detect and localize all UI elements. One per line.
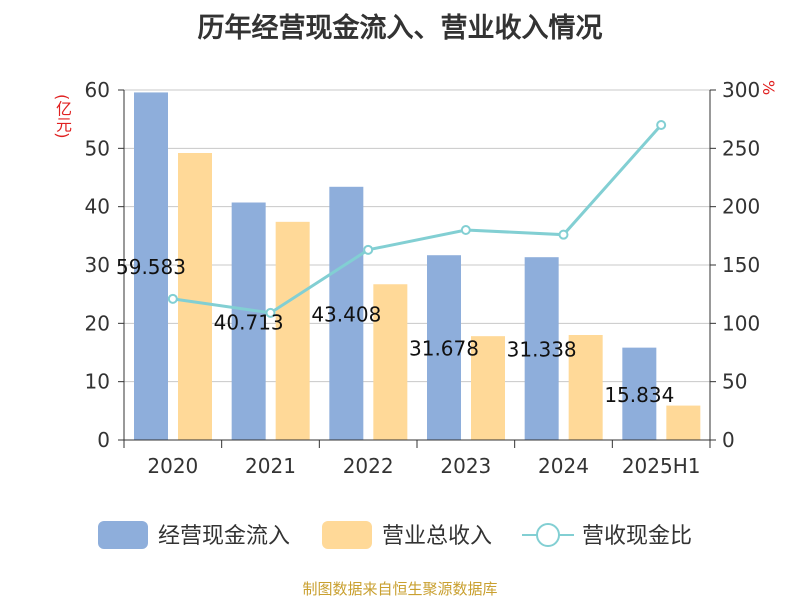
bar-cash-inflow xyxy=(427,255,461,440)
x-tick-label: 2020 xyxy=(147,454,198,478)
left-tick-label: 50 xyxy=(85,136,110,160)
left-tick-label: 20 xyxy=(85,311,110,335)
bar-cash-inflow xyxy=(622,347,657,440)
bar-revenue xyxy=(178,153,212,440)
bar-revenue xyxy=(275,221,310,440)
right-tick-label: 0 xyxy=(722,428,735,452)
legend-swatch xyxy=(98,521,148,549)
x-tick-label: 2025H1 xyxy=(622,454,701,478)
data-label: 40.713 xyxy=(214,310,284,334)
ratio-line xyxy=(167,120,667,318)
bars xyxy=(134,92,701,441)
legend-label: 营业总收入 xyxy=(382,524,492,549)
axes: 0 10 20 30 40 50 60 0 50 100 150 200 250 300 2020 2021 2… xyxy=(85,78,761,478)
data-label: 43.408 xyxy=(311,302,381,326)
legend-marker xyxy=(536,523,560,547)
right-tick-label: 50 xyxy=(722,370,747,394)
bar-cash-inflow xyxy=(231,202,266,440)
legend: 经营现金流入 营业总收入 营收现金比 xyxy=(98,521,692,549)
bar-revenue xyxy=(471,336,505,440)
data-label: 31.338 xyxy=(507,338,577,362)
ratio-point xyxy=(558,229,569,240)
ratio-point xyxy=(656,120,667,130)
data-labels: 59.583 40.713 43.408 31.678 31.338 15.834 xyxy=(116,255,674,407)
left-tick-label: 40 xyxy=(85,195,110,219)
ratio-point xyxy=(460,225,471,235)
x-tick-label: 2022 xyxy=(343,454,394,478)
right-tick-label: 150 xyxy=(722,253,760,277)
legend-label: 经营现金流入 xyxy=(158,524,290,549)
ratio-point xyxy=(167,293,178,304)
ratio-point xyxy=(363,244,374,255)
bar-revenue xyxy=(568,335,603,440)
bar-revenue xyxy=(373,284,408,440)
bar-cash-inflow xyxy=(134,92,168,441)
bar-cash-inflow xyxy=(524,257,559,440)
left-tick-label: 60 xyxy=(85,78,110,102)
data-label: 31.678 xyxy=(409,337,479,361)
x-tick-label: 2024 xyxy=(538,454,589,478)
x-tick-label: 2023 xyxy=(440,454,491,478)
bar-cash-inflow xyxy=(329,186,364,440)
legend-label: 营收现金比 xyxy=(582,524,692,549)
ratio-point xyxy=(265,307,276,318)
left-axis-unit: (亿元) xyxy=(53,94,72,139)
right-tick-label: 200 xyxy=(722,195,760,219)
bar-revenue xyxy=(666,405,701,440)
left-tick-label: 10 xyxy=(85,370,110,394)
right-tick-label: 100 xyxy=(722,311,760,335)
source-footer: 制图数据来自恒生聚源数据库 xyxy=(302,580,498,598)
right-tick-label: 300 xyxy=(722,78,760,102)
data-label: 59.583 xyxy=(116,255,186,279)
right-tick-label: 250 xyxy=(722,136,760,160)
chart-title: 历年经营现金流入、营业收入情况 xyxy=(197,13,603,44)
data-label: 15.834 xyxy=(604,383,674,407)
x-tick-label: 2021 xyxy=(245,454,296,478)
left-tick-label: 30 xyxy=(85,253,110,277)
legend-swatch xyxy=(322,521,372,549)
left-tick-label: 0 xyxy=(97,428,110,452)
ratio-series-line xyxy=(172,124,663,315)
